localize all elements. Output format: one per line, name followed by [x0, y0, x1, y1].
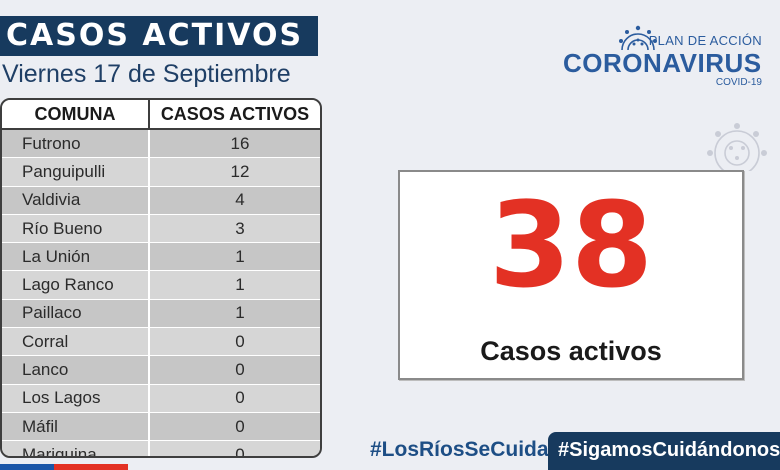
- table-row: Máfil 0: [2, 412, 320, 442]
- coronavirus-plan-logo: PLAN DE ACCIÓN CORONAVIRUS COVID-19: [560, 24, 770, 92]
- casos-cell: 1: [149, 299, 320, 329]
- comuna-cell: Panguipulli: [2, 157, 150, 187]
- table-row: Los Lagos 0: [2, 384, 320, 413]
- report-date: Viernes 17 de Septiembre: [2, 60, 291, 88]
- casos-cell: 12: [149, 157, 320, 187]
- casos-cell: 0: [149, 384, 320, 413]
- casos-cell: 0: [149, 440, 320, 456]
- total-cases-panel: 38 Casos activos: [398, 170, 744, 380]
- comuna-cell: Los Lagos: [2, 384, 150, 413]
- title-banner: CASOS ACTIVOS: [0, 16, 318, 56]
- comuna-cell: Corral: [2, 327, 150, 357]
- total-cases-number: 38: [488, 176, 654, 314]
- logo-main-text: CORONAVIRUS: [563, 48, 762, 78]
- table-row: La Unión 1: [2, 242, 320, 272]
- table-row: Río Bueno 3: [2, 214, 320, 244]
- hashtag-banner: #SigamosCuidándonos: [548, 432, 780, 470]
- comuna-cell: Lanco: [2, 355, 150, 385]
- flag-stripe-blue: [0, 464, 54, 470]
- casos-cell: 1: [149, 242, 320, 272]
- hashtag-los-rios: #LosRíosSeCuida: [370, 438, 549, 461]
- comuna-cell: Mariquina: [2, 440, 150, 456]
- comuna-cell: Paillaco: [2, 299, 150, 329]
- table-row: Valdivia 4: [2, 186, 320, 215]
- logo-plan-text: PLAN DE ACCIÓN: [648, 33, 762, 48]
- total-cases-label: Casos activos: [480, 336, 662, 366]
- casos-cell: 0: [149, 412, 320, 442]
- cases-table: COMUNA CASOS ACTIVOS Futrono 16 Panguipul…: [0, 98, 322, 458]
- casos-cell: 3: [149, 214, 320, 244]
- comuna-cell: La Unión: [2, 242, 150, 272]
- flag-stripe-red: [54, 464, 128, 470]
- casos-cell: 0: [149, 327, 320, 357]
- casos-cell: 4: [149, 186, 320, 215]
- table-row: Panguipulli 12: [2, 157, 320, 187]
- hashtag-sigamos: #SigamosCuidándonos: [558, 439, 780, 461]
- casos-cell: 1: [149, 270, 320, 300]
- casos-cell: 16: [149, 129, 320, 159]
- casos-cell: 0: [149, 355, 320, 385]
- comuna-cell: Lago Ranco: [2, 270, 150, 300]
- logo-sub-text: COVID-19: [715, 77, 762, 88]
- virus-decoration-icon: [707, 123, 767, 171]
- table-row: Lago Ranco 1: [2, 270, 320, 300]
- comuna-cell: Valdivia: [2, 186, 150, 215]
- table-row: Paillaco 1: [2, 299, 320, 329]
- table-row: Mariquina 0: [2, 440, 320, 456]
- comuna-cell: Máfil: [2, 412, 150, 442]
- comuna-cell: Río Bueno: [2, 214, 150, 244]
- page-title: CASOS ACTIVOS: [6, 18, 304, 53]
- comuna-cell: Futrono: [2, 129, 150, 159]
- table-row: Futrono 16: [2, 129, 320, 159]
- table-row: Corral 0: [2, 327, 320, 357]
- virus-icon: [619, 25, 657, 51]
- table-row: Lanco 0: [2, 355, 320, 385]
- column-header-casos: CASOS ACTIVOS: [149, 100, 320, 130]
- table-header-row: COMUNA CASOS ACTIVOS: [2, 100, 320, 130]
- column-header-comuna: COMUNA: [2, 100, 150, 130]
